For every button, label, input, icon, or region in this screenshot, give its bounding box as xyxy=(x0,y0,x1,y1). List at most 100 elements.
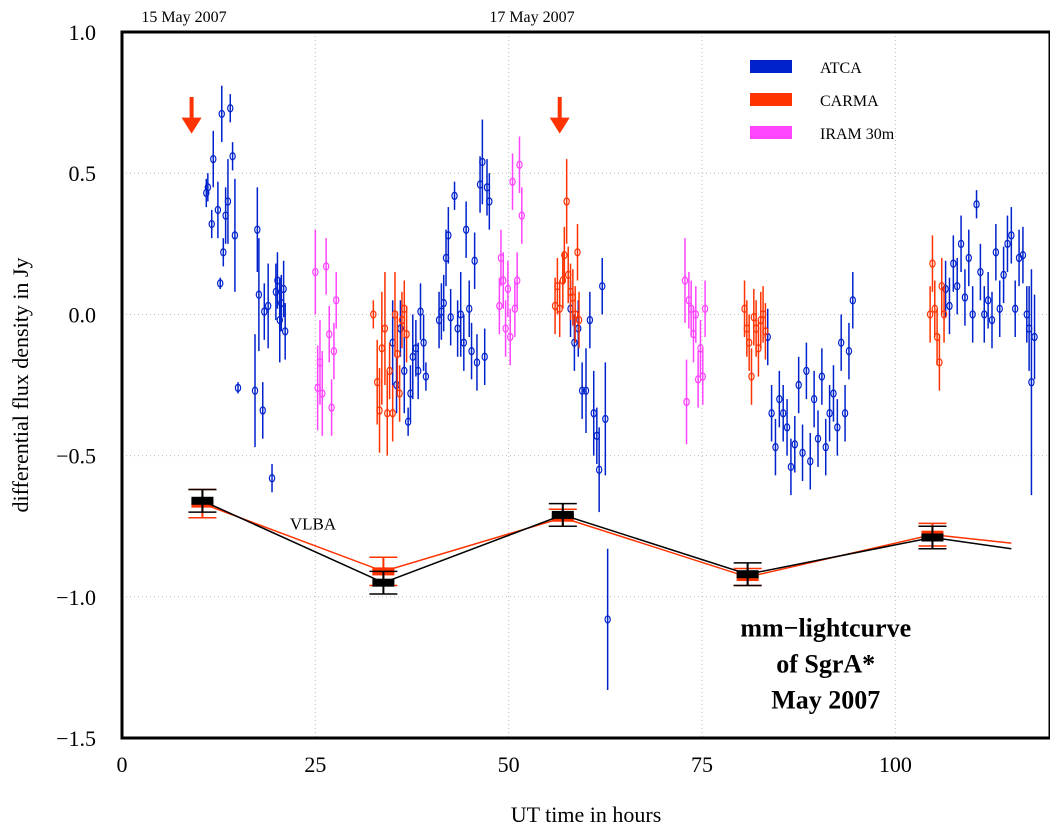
data-point-carma xyxy=(376,368,383,453)
marker xyxy=(926,310,934,319)
marker xyxy=(500,276,507,285)
marker xyxy=(208,219,215,229)
marker xyxy=(582,386,590,395)
marker xyxy=(504,284,512,294)
data-point-atca xyxy=(845,322,853,380)
marker xyxy=(969,310,976,319)
data-point-carma xyxy=(748,348,755,405)
data-point-atca xyxy=(445,207,452,264)
marker xyxy=(992,248,1000,257)
marker xyxy=(965,253,973,263)
marker xyxy=(984,296,992,305)
data-point-atca xyxy=(768,385,775,442)
marker xyxy=(571,338,578,347)
marker xyxy=(683,397,690,407)
data-point-atca xyxy=(602,362,609,476)
data-point-atca xyxy=(822,418,829,476)
marker xyxy=(936,358,943,367)
grid-lines xyxy=(122,32,1050,738)
data-point-atca xyxy=(214,181,222,239)
data-point-atca xyxy=(272,263,280,321)
marker xyxy=(507,332,514,342)
data-point-atca xyxy=(803,342,810,400)
vlba-point xyxy=(733,562,762,587)
data-point-atca xyxy=(946,277,953,335)
arrow-head xyxy=(549,117,570,134)
data-point-atca xyxy=(468,322,475,380)
data-point-atca xyxy=(210,130,217,188)
marker xyxy=(403,329,410,339)
data-point-carma xyxy=(574,224,581,281)
marker xyxy=(227,104,234,113)
marker xyxy=(1004,239,1011,248)
marker xyxy=(559,276,567,285)
data-point-atca xyxy=(1004,215,1011,273)
data-point-atca xyxy=(965,229,973,287)
data-point-atca xyxy=(996,280,1003,337)
marker xyxy=(795,380,802,390)
data-point-atca xyxy=(969,286,976,343)
marker xyxy=(254,225,261,234)
marker xyxy=(574,248,581,257)
data-point-iram-30m xyxy=(701,280,709,337)
data-point-iram-30m xyxy=(502,300,509,357)
marker xyxy=(220,248,227,257)
marker xyxy=(468,346,475,356)
marker xyxy=(772,442,779,452)
marker xyxy=(803,366,810,376)
marker xyxy=(330,346,338,356)
marker xyxy=(954,281,961,291)
marker xyxy=(481,352,488,361)
data-point-atca xyxy=(838,314,845,371)
data-point-atca xyxy=(992,224,1000,281)
data-point-atca xyxy=(961,269,969,326)
data-point-atca xyxy=(984,272,992,329)
marker xyxy=(845,346,853,356)
data-point-atca xyxy=(599,257,606,315)
marker xyxy=(333,296,340,305)
marker xyxy=(376,406,383,415)
marker xyxy=(787,462,795,472)
data-point-iram-30m xyxy=(699,348,706,405)
marker xyxy=(838,338,845,347)
marker xyxy=(929,259,936,268)
data-point-atca xyxy=(977,243,984,301)
marker xyxy=(471,256,478,265)
data-point-iram-30m xyxy=(683,359,690,445)
marker xyxy=(940,310,948,319)
marker xyxy=(217,279,224,288)
data-point-iram-30m xyxy=(322,238,330,295)
data-point-atca xyxy=(276,277,283,363)
marker xyxy=(401,366,408,376)
data-point-iram-30m xyxy=(326,305,333,363)
data-point-atca xyxy=(957,215,965,273)
marker xyxy=(814,434,822,443)
vlba-marker xyxy=(191,496,214,505)
marker xyxy=(699,372,706,381)
data-point-iram-30m xyxy=(500,252,507,309)
data-point-carma xyxy=(940,286,948,343)
vlba-point xyxy=(548,502,577,527)
data-point-atca xyxy=(454,300,461,357)
marker xyxy=(203,188,210,198)
data-point-atca xyxy=(595,427,603,513)
marker xyxy=(479,157,486,167)
data-point-atca xyxy=(807,433,814,490)
data-point-atca xyxy=(268,464,276,493)
marker xyxy=(445,231,452,240)
data-point-atca xyxy=(227,94,234,123)
marker xyxy=(973,200,980,209)
y-tick-label: 0.0 xyxy=(69,302,97,327)
data-point-atca xyxy=(481,328,488,385)
data-point-atca xyxy=(954,257,961,315)
marker xyxy=(783,423,791,432)
marker xyxy=(571,310,579,319)
data-point-atca xyxy=(224,159,232,244)
legend-label: IRAM 30m xyxy=(820,126,895,143)
marker xyxy=(440,298,447,308)
data-point-atca xyxy=(590,370,597,456)
marker xyxy=(578,386,586,395)
data-point-atca xyxy=(950,235,957,292)
data-point-atca xyxy=(466,280,473,337)
data-point-carma xyxy=(929,235,936,292)
